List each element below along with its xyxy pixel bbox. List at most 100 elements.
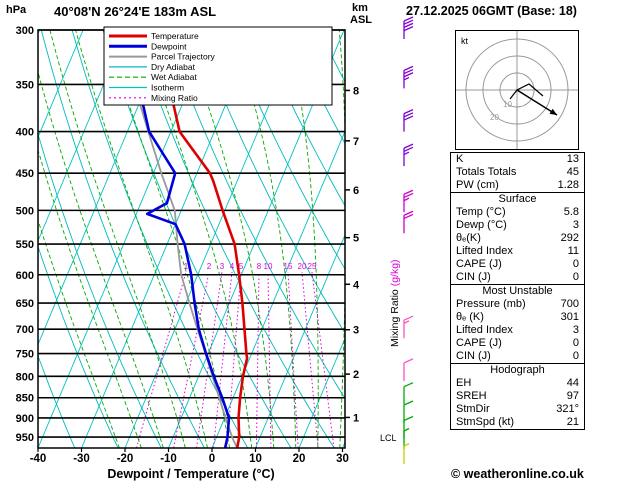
stat-value: 3 [572, 324, 579, 336]
pressure-tick-label: 950 [16, 432, 34, 444]
stats-row: K 13 [451, 153, 584, 166]
stat-label: K [456, 153, 464, 165]
profiles [119, 30, 249, 448]
pressure-tick-label: 650 [16, 298, 34, 310]
mixing-ratio-tick-label: 1 [184, 262, 189, 271]
stat-value: 21 [566, 416, 579, 428]
pressure-tick-label: 800 [16, 371, 34, 383]
mixing-ratio-tick-label: 25 [308, 262, 317, 271]
wind-barb [403, 210, 414, 234]
x-tick-label: -20 [117, 453, 134, 465]
lcl-label: LCL [380, 433, 397, 443]
pressure-tick-label: 450 [16, 168, 34, 180]
x-tick-label: -40 [30, 453, 47, 465]
stat-label: Temp (°C) [456, 206, 506, 218]
stat-value: 1.28 [557, 179, 579, 191]
pressure-tick-label: 700 [16, 324, 34, 336]
stat-value: 0 [572, 350, 579, 362]
wind-barb [403, 16, 414, 39]
wet-adiabat-lines [38, 30, 345, 448]
stats-section-header: Most Unstable [451, 284, 584, 298]
hodo-unit-label: kt [461, 36, 469, 46]
stat-label: StmDir [456, 403, 490, 415]
pressure-tick-label: 300 [16, 25, 34, 37]
stats-row: StmSpd (kt) 21 [451, 416, 584, 429]
km-tick-label: 4 [353, 279, 360, 291]
stat-value: 3 [572, 219, 579, 231]
wind-barbs [403, 16, 414, 465]
stats-section-header: Hodograph [451, 363, 584, 377]
storm-motion-vector [516, 89, 558, 116]
wind-barb [403, 315, 414, 339]
stat-value: 700 [560, 298, 579, 310]
km-axis-unit: km [352, 2, 368, 14]
mixing-ratio-tick-label: 2 [207, 262, 212, 271]
storm-vector-arrowhead [549, 108, 557, 115]
x-tick-label: 20 [293, 453, 306, 465]
stats-row: Lifted Index 11 [451, 245, 584, 258]
km-tick-label: 7 [353, 136, 359, 148]
stat-value: 0 [572, 337, 579, 349]
hodo-trace [509, 83, 544, 100]
pressure-tick-label: 350 [16, 79, 34, 91]
stat-value: 13 [566, 153, 579, 165]
km-tick-label: 8 [353, 85, 359, 97]
stat-label: PW (cm) [456, 179, 499, 191]
parcel-trajectory-line [119, 30, 239, 448]
pressure-tick-label: 400 [16, 127, 34, 139]
km-tick-label: 2 [353, 369, 359, 381]
mixing-ratio-axis-label: Mixing Ratio (g/kg) [389, 259, 401, 347]
stats-row: Totals Totals 45 [451, 166, 584, 179]
stat-value: 44 [566, 377, 579, 389]
station-title: 40°08'N 26°24'E 183m ASL [54, 4, 217, 19]
stats-row: Dewp (°C) 3 [451, 219, 584, 232]
mixing-ratio-tick-label: 15 [284, 262, 293, 271]
mixing-ratio-tick-label: 10 [264, 262, 273, 271]
legend-label: Isotherm [151, 83, 184, 93]
wind-barb [403, 189, 414, 213]
stats-row: θₑ (K) 301 [451, 311, 584, 324]
stat-label: Lifted Index [456, 324, 513, 336]
x-tick-label: 0 [209, 453, 215, 465]
stats-row: SREH 97 [451, 390, 584, 403]
stat-value: 45 [566, 166, 579, 178]
wind-barb [403, 415, 414, 439]
km-tick-label: 3 [353, 325, 359, 337]
mixing-ratio-tick-label: 5 [239, 262, 244, 271]
wind-barb [403, 358, 414, 381]
stats-row: CAPE (J) 0 [451, 258, 584, 271]
stats-row: EH 44 [451, 377, 584, 390]
legend-label: Temperature [151, 31, 199, 41]
stat-label: Lifted Index [456, 245, 513, 257]
pressure-tick-label: 500 [16, 205, 34, 217]
mixing-ratio-tick-label: 4 [230, 262, 235, 271]
temperature-line [160, 30, 249, 448]
stat-label: CIN (J) [456, 271, 491, 283]
stats-table: K 13 Totals Totals 45 PW (cm) 1.28 Surface Temp… [450, 152, 585, 430]
stats-row: PW (cm) 1.28 [451, 179, 584, 192]
stat-label: StmSpd (kt) [456, 416, 515, 428]
stats-section-header: Surface [451, 192, 584, 206]
pressure-tick-label: 900 [16, 413, 34, 425]
stats-row: CAPE (J) 0 [451, 337, 584, 350]
copyright: © weatheronline.co.uk [451, 467, 584, 481]
wind-barb [403, 143, 414, 167]
stats-row: StmDir 321° [451, 403, 584, 416]
stat-label: θₑ(K) [456, 232, 481, 244]
stat-value: 292 [560, 232, 579, 244]
stat-value: 0 [572, 271, 579, 283]
stats-row: Pressure (mb) 700 [451, 298, 584, 311]
km-tick-label: 1 [353, 412, 359, 424]
pressure-tick-label: 550 [16, 239, 34, 251]
x-tick-label: -10 [160, 453, 177, 465]
skewt-chart: 3003504004505005506006507007508008509009… [16, 16, 414, 481]
stat-value: 0 [572, 258, 579, 270]
legend-label: Mixing Ratio [151, 93, 198, 103]
stat-value: 11 [567, 245, 579, 257]
stat-label: EH [456, 377, 472, 389]
stat-label: Totals Totals [456, 166, 517, 178]
legend-label: Dry Adiabat [151, 62, 196, 72]
stat-label: Dewp (°C) [456, 219, 507, 231]
mixing-ratio-lines [135, 271, 335, 448]
